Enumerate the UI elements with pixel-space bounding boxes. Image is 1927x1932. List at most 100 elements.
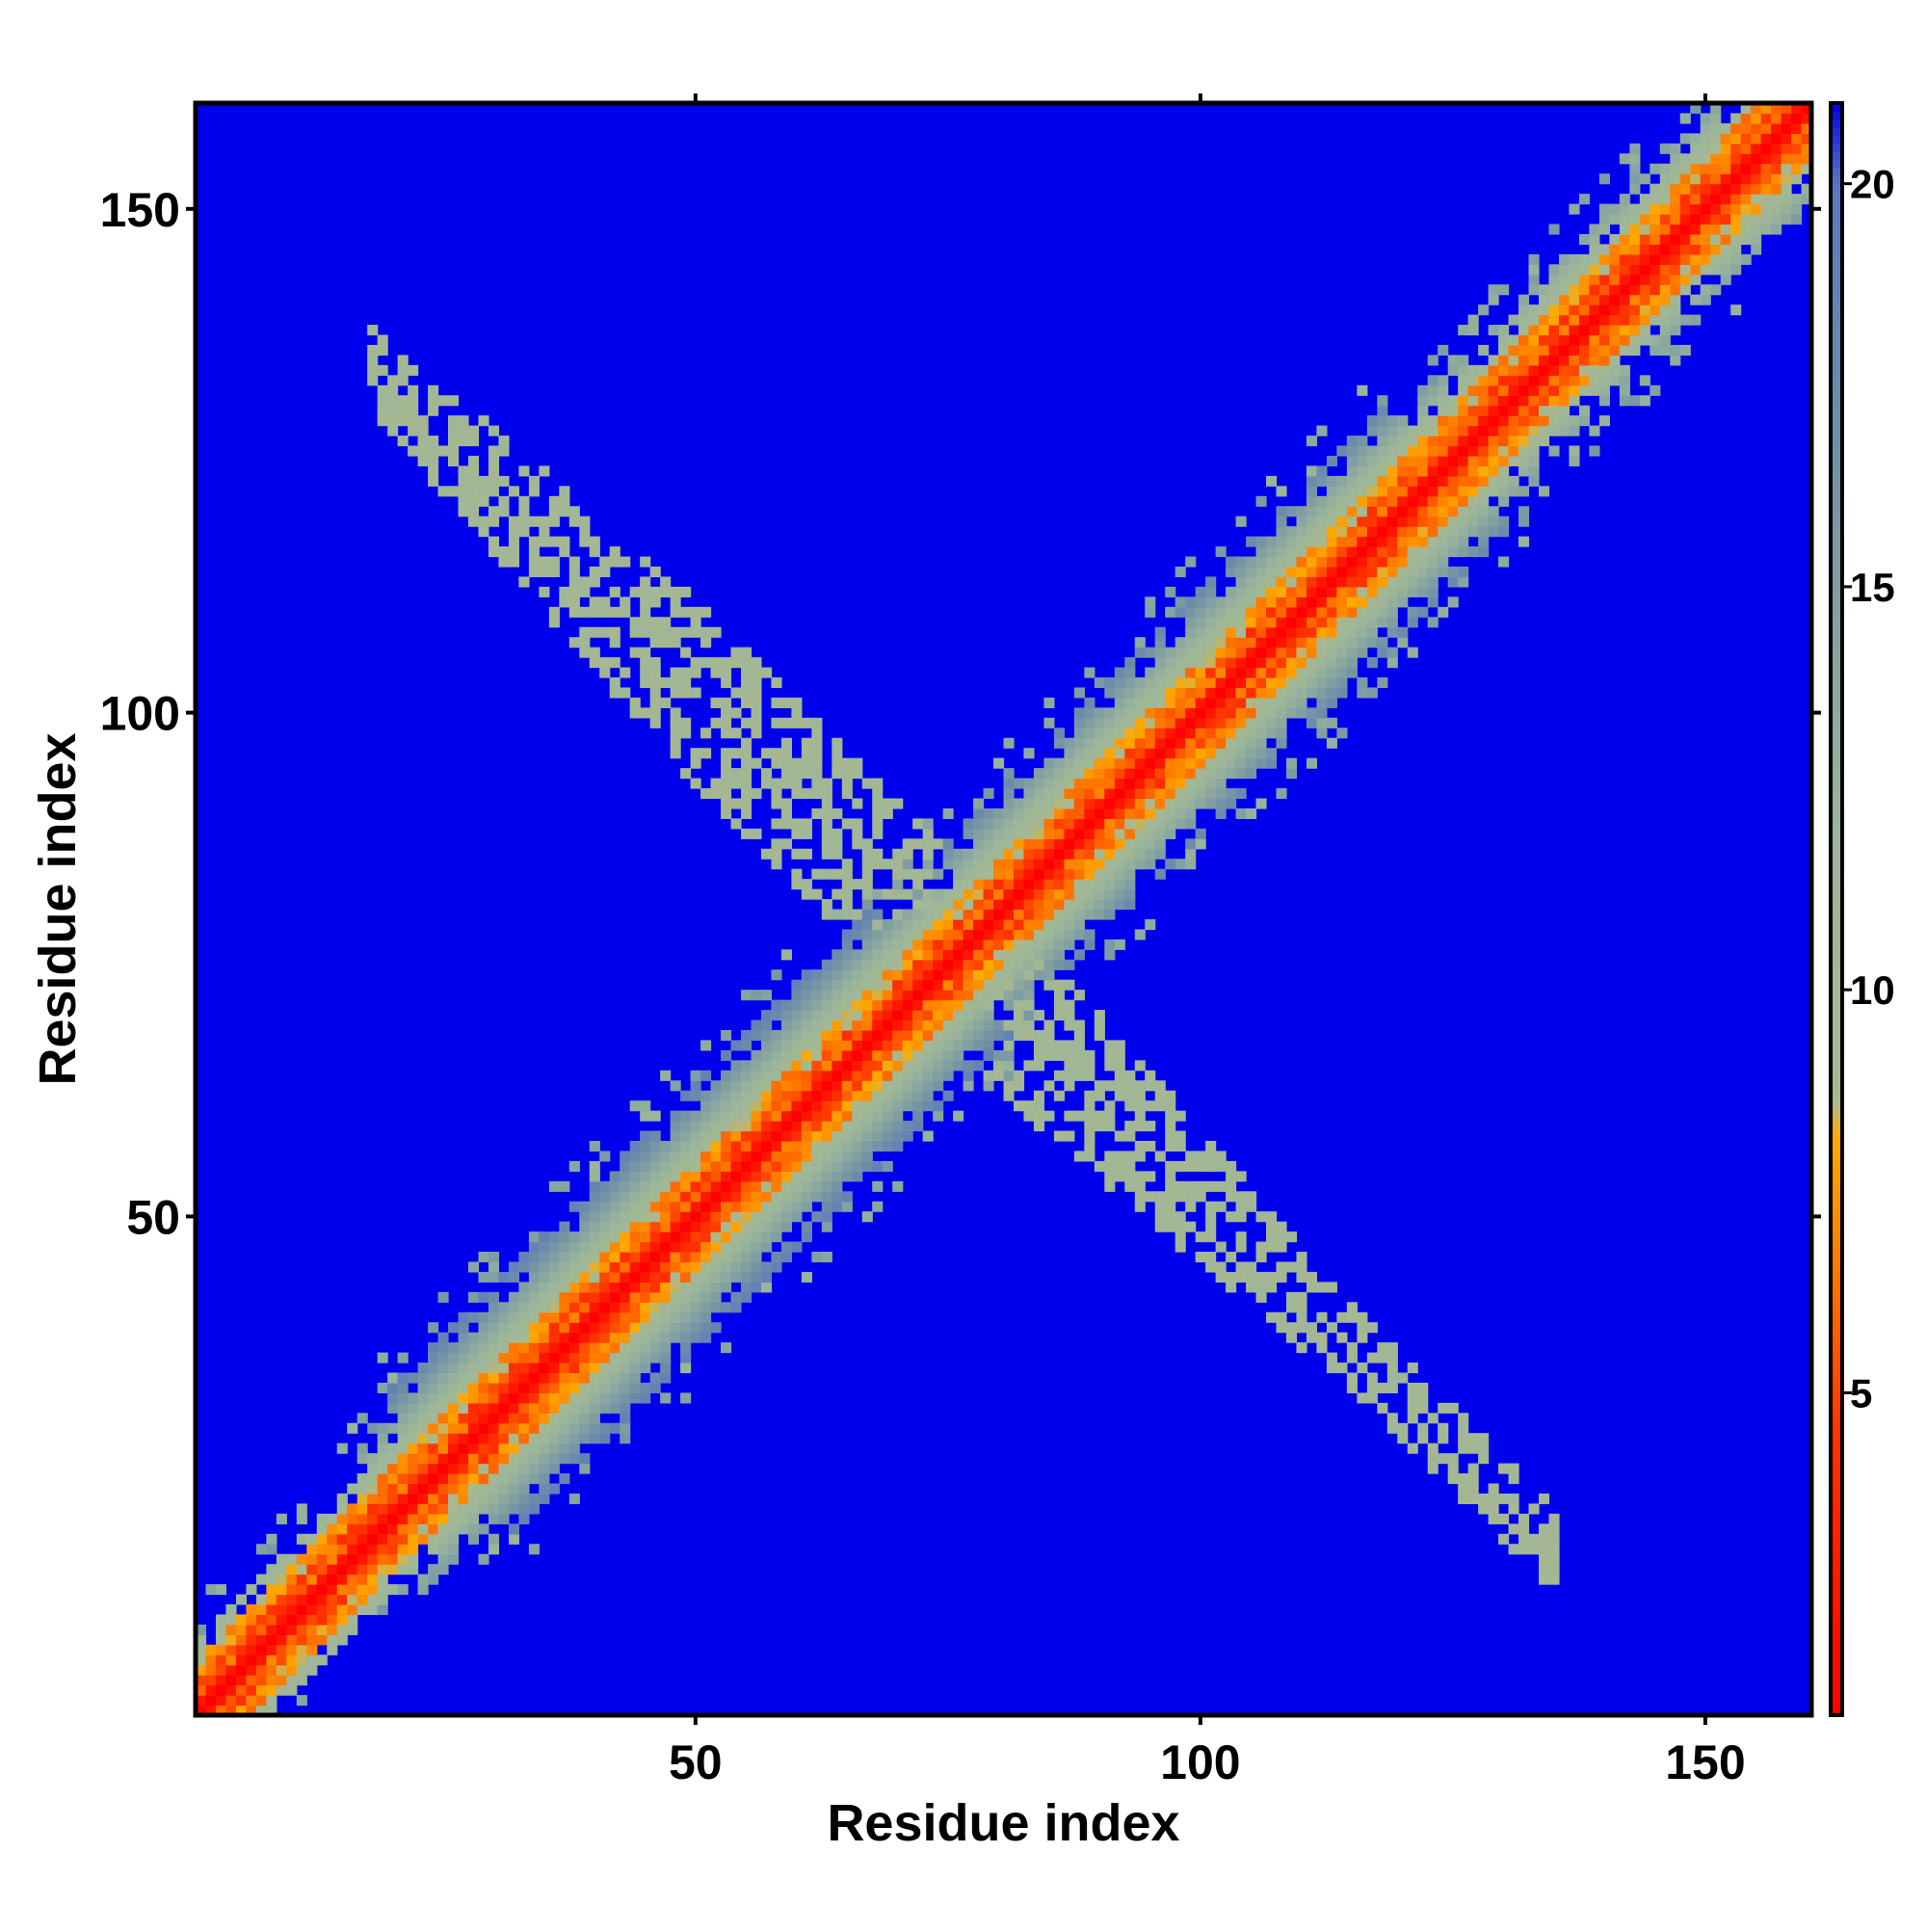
heatmap-cell <box>983 868 994 880</box>
heatmap-cell <box>1195 626 1206 638</box>
heatmap-cell <box>1205 1180 1217 1192</box>
heatmap-cell <box>1710 133 1722 145</box>
heatmap-cell <box>1003 899 1015 911</box>
heatmap-cell <box>751 1151 762 1162</box>
colorbar-segment <box>1831 1634 1842 1644</box>
heatmap-cell <box>751 1080 762 1092</box>
heatmap-cell <box>640 556 651 568</box>
heatmap-cell <box>417 1382 429 1393</box>
heatmap-cell <box>539 1352 550 1363</box>
heatmap-cell <box>1073 868 1085 880</box>
heatmap-cell <box>1478 536 1490 547</box>
colorbar-segment <box>1831 409 1842 419</box>
heatmap-cell <box>1266 677 1278 689</box>
colorbar-segment <box>1831 192 1842 201</box>
heatmap-cell <box>1679 153 1691 165</box>
heatmap-cell <box>1710 173 1722 185</box>
colorbar-segment <box>1831 611 1842 621</box>
colorbar-segment <box>1831 1247 1842 1257</box>
heatmap-cell <box>1084 667 1095 678</box>
heatmap-cell <box>1185 798 1197 809</box>
heatmap-cell <box>1226 768 1237 780</box>
heatmap-cell <box>1771 214 1782 225</box>
heatmap-cell <box>1235 576 1247 588</box>
heatmap-cell <box>1226 647 1237 658</box>
heatmap-cell <box>1064 899 1075 911</box>
heatmap-cell <box>1266 617 1278 628</box>
heatmap-cell <box>680 1332 692 1343</box>
heatmap-cell <box>1609 314 1621 326</box>
heatmap-cell <box>861 1211 873 1223</box>
heatmap-cell <box>1235 1191 1247 1203</box>
heatmap-cell <box>1548 375 1560 386</box>
heatmap-cell <box>1740 224 1752 235</box>
heatmap-cell <box>801 1010 812 1021</box>
heatmap-cell <box>791 879 803 890</box>
heatmap-cell <box>821 848 832 860</box>
heatmap-cell <box>387 1453 399 1465</box>
heatmap-cell <box>690 1302 701 1313</box>
heatmap-cell <box>356 1584 368 1596</box>
heatmap-cell <box>1134 929 1146 940</box>
heatmap-cell <box>1377 1352 1388 1363</box>
heatmap-cell <box>791 1040 803 1051</box>
heatmap-cell <box>1377 546 1388 558</box>
heatmap-cell <box>518 1402 530 1414</box>
heatmap-cell <box>1679 264 1691 276</box>
heatmap-cell <box>811 1080 823 1092</box>
heatmap-cell <box>1226 596 1237 608</box>
heatmap-cell <box>458 1513 469 1524</box>
heatmap-cell <box>821 1110 832 1122</box>
heatmap-cell <box>1417 586 1429 597</box>
heatmap-cell <box>740 1160 752 1172</box>
heatmap-cell <box>912 999 924 1011</box>
heatmap-cell <box>721 1261 732 1273</box>
heatmap-cell <box>1578 384 1591 396</box>
heatmap-cell <box>1154 868 1166 880</box>
heatmap-cell <box>1558 334 1571 346</box>
heatmap-cell <box>922 899 934 911</box>
heatmap-cell <box>1053 979 1065 991</box>
heatmap-cell <box>620 1160 631 1172</box>
colorbar-segment <box>1831 353 1842 362</box>
heatmap-cell <box>649 596 661 608</box>
heatmap-cell <box>1539 355 1550 366</box>
heatmap-cell <box>518 516 530 527</box>
heatmap-cell <box>690 1180 701 1192</box>
heatmap-cell <box>1427 495 1439 507</box>
heatmap-cell <box>700 1191 712 1203</box>
heatmap-cell <box>760 1019 773 1031</box>
heatmap-cell <box>902 1090 913 1101</box>
heatmap-cell <box>1558 253 1571 265</box>
heatmap-cell <box>1438 405 1449 416</box>
heatmap-cell <box>882 1160 893 1172</box>
heatmap-cell <box>1427 536 1439 547</box>
colorbar-segment <box>1831 1175 1842 1184</box>
heatmap-cell <box>1175 807 1186 819</box>
heatmap-cell <box>710 1302 722 1313</box>
heatmap-cell <box>1467 506 1479 517</box>
heatmap-cell <box>589 1271 600 1283</box>
heatmap-cell <box>1639 173 1650 185</box>
heatmap-cell <box>518 1473 530 1485</box>
heatmap-cell <box>508 1442 519 1454</box>
heatmap-cell <box>508 1402 519 1414</box>
heatmap-cell <box>1073 1110 1085 1122</box>
heatmap-cell <box>408 1483 419 1495</box>
heatmap-cell <box>1124 667 1136 678</box>
heatmap-cell <box>973 969 985 981</box>
heatmap-cell <box>1659 214 1671 225</box>
heatmap-cell <box>680 728 692 739</box>
heatmap-cell <box>740 677 752 689</box>
heatmap-cell <box>1508 1463 1519 1474</box>
heatmap-cell <box>791 848 803 860</box>
heatmap-cell <box>973 1040 985 1051</box>
heatmap-cell <box>528 1463 540 1474</box>
heatmap-cell <box>1740 153 1752 165</box>
heatmap-cell <box>1064 798 1075 809</box>
heatmap-cell <box>1548 224 1560 235</box>
heatmap-cell <box>1226 1191 1237 1203</box>
heatmap-cell <box>539 1442 550 1454</box>
heatmap-cell <box>1558 364 1571 376</box>
heatmap-cell <box>760 1180 773 1192</box>
